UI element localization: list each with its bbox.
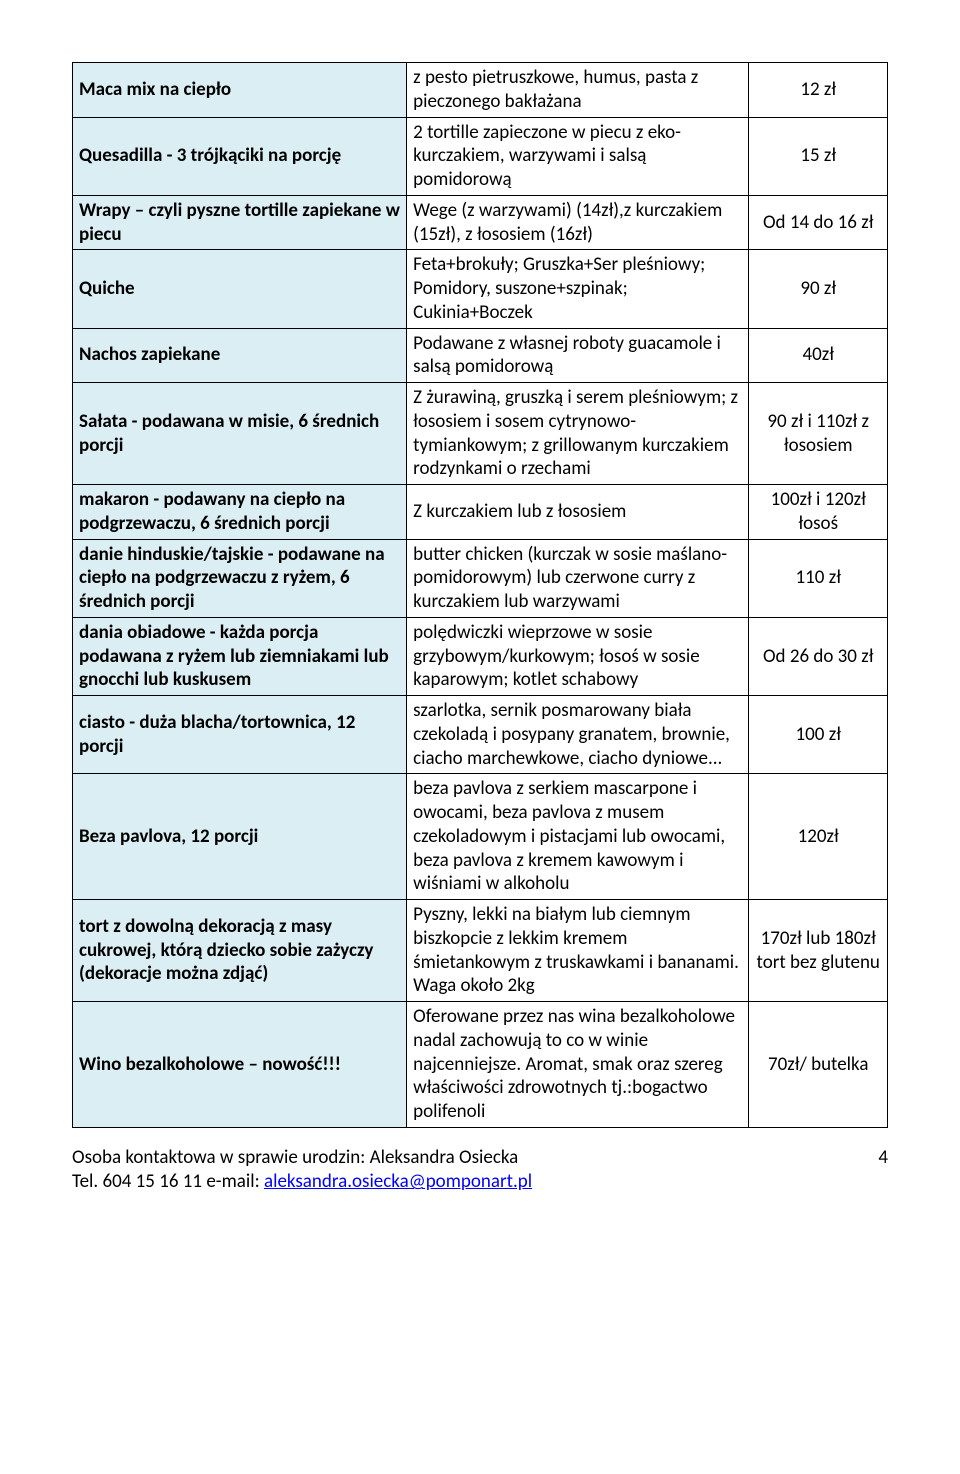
- table-row: Wrapy – czyli pyszne tortille zapiekane …: [73, 195, 888, 250]
- menu-item-name: Nachos zapiekane: [73, 328, 407, 383]
- menu-item-name: dania obiadowe - każda porcja podawana z…: [73, 617, 407, 695]
- menu-item-price: 40zł: [749, 328, 888, 383]
- menu-item-price: 100zł i 120zł łosoś: [749, 485, 888, 540]
- tel-email-line: Tel. 604 15 16 11 e-mail: aleksandra.osi…: [72, 1170, 888, 1195]
- page-footer: 4 Osoba kontaktowa w sprawie urodzin: Al…: [72, 1146, 888, 1195]
- table-row: Quesadilla - 3 trójkąciki na porcję2 tor…: [73, 117, 888, 195]
- menu-item-price: 70zł/ butelka: [749, 1002, 888, 1128]
- menu-item-price: 15 zł: [749, 117, 888, 195]
- menu-item-name: Quesadilla - 3 trójkąciki na porcję: [73, 117, 407, 195]
- menu-item-name: danie hinduskie/tajskie - podawane na ci…: [73, 539, 407, 617]
- menu-item-desc: Z żurawiną, gruszką i serem pleśniowym; …: [407, 383, 749, 485]
- menu-item-price: Od 14 do 16 zł: [749, 195, 888, 250]
- table-row: ciasto - duża blacha/tortownica, 12 porc…: [73, 696, 888, 774]
- contact-line: Osoba kontaktowa w sprawie urodzin: Alek…: [72, 1146, 888, 1171]
- menu-item-name: makaron - podawany na ciepło na podgrzew…: [73, 485, 407, 540]
- menu-table: Maca mix na ciepłoz pesto pietruszkowe, …: [72, 62, 888, 1128]
- menu-item-desc: 2 tortille zapieczone w piecu z eko-kurc…: [407, 117, 749, 195]
- table-row: QuicheFeta+brokuły; Gruszka+Ser pleśniow…: [73, 250, 888, 328]
- menu-item-desc: szarlotka, sernik posmarowany biała czek…: [407, 696, 749, 774]
- menu-item-name: Beza pavlova, 12 porcji: [73, 774, 407, 900]
- menu-item-name: Quiche: [73, 250, 407, 328]
- page-number: 4: [878, 1146, 888, 1171]
- menu-item-name: Sałata - podawana w misie, 6 średnich po…: [73, 383, 407, 485]
- menu-item-price: 170zł lub 180zł tort bez glutenu: [749, 900, 888, 1002]
- menu-item-desc: Wege (z warzywami) (14zł),z kurczakiem (…: [407, 195, 749, 250]
- table-row: danie hinduskie/tajskie - podawane na ci…: [73, 539, 888, 617]
- table-row: Wino bezalkoholowe – nowość!!!Oferowane …: [73, 1002, 888, 1128]
- menu-item-desc: Feta+brokuły; Gruszka+Ser pleśniowy; Pom…: [407, 250, 749, 328]
- menu-item-name: Wino bezalkoholowe – nowość!!!: [73, 1002, 407, 1128]
- menu-item-price: Od 26 do 30 zł: [749, 617, 888, 695]
- menu-item-desc: polędwiczki wieprzowe w sosie grzybowym/…: [407, 617, 749, 695]
- table-row: makaron - podawany na ciepło na podgrzew…: [73, 485, 888, 540]
- menu-item-price: 110 zł: [749, 539, 888, 617]
- menu-item-name: ciasto - duża blacha/tortownica, 12 porc…: [73, 696, 407, 774]
- table-row: Nachos zapiekanePodawane z własnej robot…: [73, 328, 888, 383]
- table-row: Maca mix na ciepłoz pesto pietruszkowe, …: [73, 63, 888, 118]
- menu-item-desc: Oferowane przez nas wina bezalkoholowe n…: [407, 1002, 749, 1128]
- table-row: dania obiadowe - każda porcja podawana z…: [73, 617, 888, 695]
- menu-item-desc: Z kurczakiem lub z łososiem: [407, 485, 749, 540]
- email-link[interactable]: aleksandra.osiecka@pomponart.pl: [264, 1170, 532, 1193]
- menu-item-name: Wrapy – czyli pyszne tortille zapiekane …: [73, 195, 407, 250]
- table-row: tort z dowolną dekoracją z masy cukrowej…: [73, 900, 888, 1002]
- menu-item-name: Maca mix na ciepło: [73, 63, 407, 118]
- menu-item-price: 100 zł: [749, 696, 888, 774]
- menu-item-name: tort z dowolną dekoracją z masy cukrowej…: [73, 900, 407, 1002]
- menu-item-price: 90 zł i 110zł z łososiem: [749, 383, 888, 485]
- menu-item-desc: z pesto pietruszkowe, humus, pasta z pie…: [407, 63, 749, 118]
- menu-item-desc: Podawane z własnej roboty guacamole i sa…: [407, 328, 749, 383]
- table-row: Beza pavlova, 12 porcjibeza pavlova z se…: [73, 774, 888, 900]
- menu-item-price: 120zł: [749, 774, 888, 900]
- menu-item-price: 12 zł: [749, 63, 888, 118]
- menu-item-desc: butter chicken (kurczak w sosie maślano-…: [407, 539, 749, 617]
- menu-item-desc: Pyszny, lekki na białym lub ciemnym bisz…: [407, 900, 749, 1002]
- tel-prefix: Tel. 604 15 16 11 e-mail:: [72, 1170, 264, 1193]
- menu-item-desc: beza pavlova z serkiem mascarpone i owoc…: [407, 774, 749, 900]
- table-row: Sałata - podawana w misie, 6 średnich po…: [73, 383, 888, 485]
- menu-item-price: 90 zł: [749, 250, 888, 328]
